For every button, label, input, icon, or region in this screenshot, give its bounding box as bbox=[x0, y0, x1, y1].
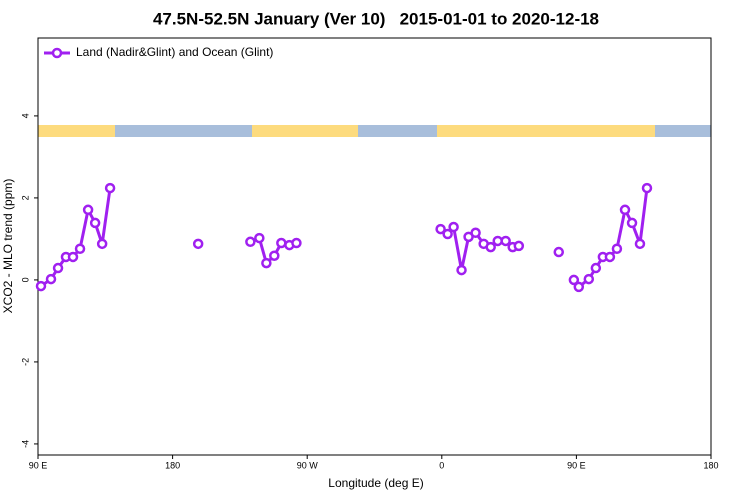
data-point bbox=[470, 227, 481, 239]
x-tick-label: 0 bbox=[439, 460, 444, 470]
y-tick-label: 4 bbox=[20, 113, 30, 118]
plot-frame bbox=[37, 37, 712, 456]
series-line bbox=[572, 187, 649, 289]
land-ocean-strip bbox=[38, 125, 711, 137]
data-point bbox=[89, 217, 101, 229]
data-point bbox=[604, 251, 616, 263]
data-point bbox=[485, 241, 496, 253]
y-tick-label: -2 bbox=[20, 358, 30, 366]
x-tick-label: 180 bbox=[165, 460, 180, 470]
data-point bbox=[276, 237, 287, 249]
x-tick-label: 90 E bbox=[29, 460, 48, 470]
data-point bbox=[74, 243, 86, 255]
chart-title: 47.5N-52.5N January (Ver 10) 2015-01-01 … bbox=[153, 9, 599, 28]
data-point bbox=[634, 238, 646, 250]
data-point bbox=[254, 232, 265, 244]
x-tick-label: 90 W bbox=[297, 460, 319, 470]
data-point bbox=[291, 237, 302, 249]
x-axis-label: Longitude (deg E) bbox=[328, 476, 423, 490]
legend-label: Land (Nadir&Glint) and Ocean (Glint) bbox=[76, 45, 273, 59]
data-point bbox=[619, 204, 631, 216]
data-point bbox=[583, 273, 595, 285]
data-point bbox=[45, 273, 57, 285]
data-point bbox=[261, 257, 272, 269]
series-line bbox=[40, 187, 112, 288]
data-point bbox=[641, 182, 653, 194]
x-tick-label: 180 bbox=[703, 460, 718, 470]
data-point bbox=[67, 251, 79, 263]
data-point bbox=[590, 262, 602, 274]
legend-marker bbox=[51, 47, 63, 59]
data-point bbox=[573, 281, 585, 293]
data-point bbox=[626, 217, 638, 229]
data-point bbox=[35, 280, 47, 292]
data-point bbox=[104, 182, 116, 194]
data-point bbox=[456, 264, 467, 276]
y-axis-label: XCO2 - MLO trend (ppm) bbox=[1, 179, 15, 314]
data-point bbox=[192, 238, 204, 250]
y-tick-label: 0 bbox=[20, 277, 30, 282]
y-tick-label: 2 bbox=[20, 195, 30, 200]
y-tick-label: -4 bbox=[20, 440, 30, 448]
data-point bbox=[52, 262, 64, 274]
data-point bbox=[82, 204, 94, 216]
data-point bbox=[568, 274, 580, 286]
x-tick-label: 90 E bbox=[567, 460, 586, 470]
data-point bbox=[500, 235, 511, 247]
data-point bbox=[442, 228, 453, 240]
data-point bbox=[513, 240, 525, 252]
data-point bbox=[448, 221, 459, 233]
data-point bbox=[245, 236, 256, 248]
data-point bbox=[553, 246, 565, 258]
data-point bbox=[435, 223, 446, 235]
data-point bbox=[96, 238, 108, 250]
data-point bbox=[269, 250, 280, 261]
data-point bbox=[611, 243, 623, 255]
